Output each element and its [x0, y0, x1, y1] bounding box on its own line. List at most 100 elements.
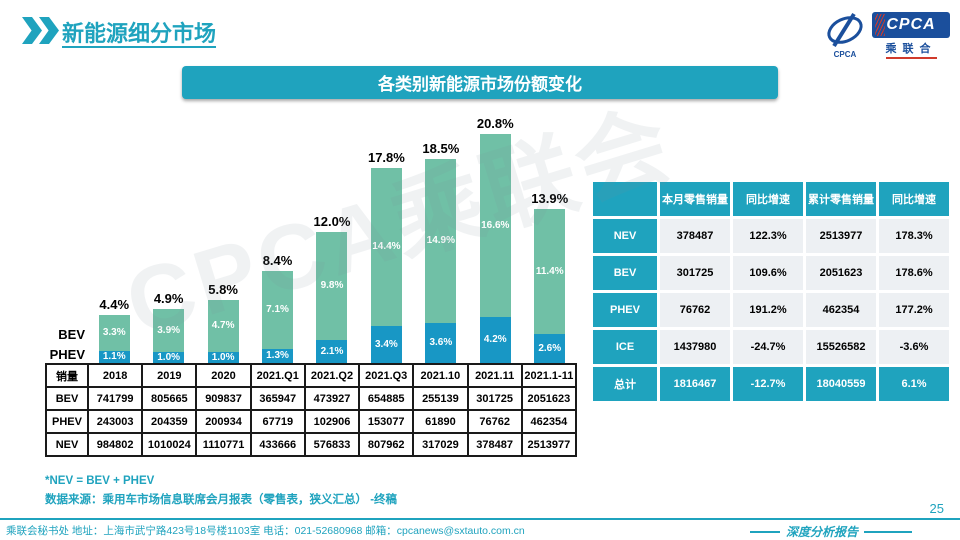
sales-header-cell: 销量 [45, 363, 89, 388]
bev-segment: 7.1% [262, 271, 294, 349]
bar-column-2021.Q2: 12.0% 9.8% 2.1% [305, 112, 359, 363]
bar-column-2021.11: 20.8% 16.6% 4.2% [468, 112, 522, 363]
phev-segment: 2.6% [534, 334, 566, 363]
page-number: 25 [929, 501, 944, 516]
summary-header-cell: 同比增速 [879, 182, 949, 216]
bar-total-label: 18.5% [422, 141, 460, 156]
footer-divider [0, 518, 960, 520]
bar-total-label: 17.8% [367, 150, 405, 165]
sales-value-cell: 2051623 [520, 386, 578, 411]
bar-total-label: 4.4% [99, 297, 130, 312]
sales-value-cell: 378487 [466, 432, 523, 457]
cpca-wordmark-box: CPCA [872, 11, 950, 38]
sales-value-cell: 909837 [195, 386, 252, 411]
summary-label-cell: ICE [593, 330, 657, 364]
summary-value-cell: 177.2% [879, 293, 949, 327]
phev-segment: 2.1% [316, 340, 348, 363]
chart-axis-legend: BEV PHEV [45, 112, 87, 363]
summary-value-cell: 378487 [660, 219, 730, 253]
sales-value-cell: 984802 [86, 432, 144, 457]
summary-table-row: PHEV 76762 191.2% 462354 177.2% [593, 293, 949, 327]
report-label-dash [749, 530, 780, 533]
sales-header-cell: 2021.10 [412, 363, 469, 388]
summary-value-cell: 2051623 [806, 256, 876, 290]
sales-value-cell: 1110771 [195, 432, 252, 457]
summary-table-body: 本月零售销量 同比增速 累计零售销量 同比增速 NEV 378487 122.3% 25139… [593, 182, 949, 401]
sales-value-cell: 1010024 [141, 432, 198, 457]
phev-segment: 1.0% [207, 352, 239, 363]
legend-bev-label: BEV [58, 327, 85, 342]
sales-row-label: BEV [45, 386, 89, 411]
summary-header-row: 本月零售销量 同比增速 累计零售销量 同比增速 [593, 182, 949, 216]
summary-value-cell: 109.6% [733, 256, 803, 290]
bar-column-2018: 4.4% 3.3% 1.1% [87, 112, 141, 363]
sales-header-cell: 2019 [141, 363, 198, 388]
sales-value-cell: 61890 [412, 409, 469, 434]
bar-total-label: 13.9% [531, 191, 569, 206]
bev-segment: 16.6% [479, 134, 511, 317]
bar-column-2020: 5.8% 4.7% 1.0% [196, 112, 250, 363]
footer-contact: 乘联会秘书处 地址：上海市武宁路423号18号楼1103室 电话：021-526… [6, 525, 525, 537]
sales-value-cell: 76762 [466, 409, 523, 434]
sales-table-body: 销量 2018 2019 2020 2021.Q1 2021.Q2 2021.Q3 2021.… [45, 363, 578, 457]
sales-value-cell: 102906 [303, 409, 361, 434]
sales-value-cell: 473927 [303, 386, 361, 411]
page-title: 新能源细分市场 [62, 21, 217, 46]
phev-segment: 3.6% [425, 323, 457, 363]
summary-value-cell: 76762 [660, 293, 730, 327]
report-label-dash [864, 530, 912, 533]
sales-value-cell: 741799 [86, 386, 144, 411]
chart-title-banner: 各类别新能源市场份额变化 [182, 66, 778, 99]
note-nev-definition: *NEV = BEV + PHEV [45, 475, 155, 487]
legend-phev-label: PHEV [49, 347, 85, 362]
cpca-logo: CPCA CPCA 乘联合 [822, 8, 954, 62]
bev-segment: 3.9% [153, 309, 185, 352]
svg-text:CPCA: CPCA [834, 50, 857, 59]
summary-table: 本月零售销量 同比增速 累计零售销量 同比增速 NEV 378487 122.3% 25139… [590, 179, 952, 404]
sales-header-cell: 2021.1-11 [520, 363, 578, 388]
summary-value-cell: 178.3% [879, 219, 949, 253]
summary-value-cell: 191.2% [733, 293, 803, 327]
summary-value-cell: 2513977 [806, 219, 876, 253]
sales-value-cell: 462354 [520, 409, 578, 434]
summary-label-cell: BEV [593, 256, 657, 290]
bar-total-label: 5.8% [208, 282, 238, 297]
sales-value-cell: 200934 [195, 409, 252, 434]
bev-segment: 4.7% [207, 300, 239, 352]
summary-value-cell: 178.6% [879, 256, 949, 290]
summary-total-row: 总计 1816467 -12.7% 18040559 6.1% [593, 367, 949, 401]
sales-table-row: BEV 741799 805665 909837 365947 473927 654885 2… [45, 386, 578, 411]
summary-label-cell: NEV [593, 219, 657, 253]
cpca-emblem-icon: CPCA [822, 10, 868, 60]
report-label: 深度分析报告 [749, 523, 912, 540]
bar-column-2021.1-11: 13.9% 11.4% 2.6% [523, 112, 577, 363]
summary-table-row: BEV 301725 109.6% 2051623 178.6% [593, 256, 949, 290]
chevron-right-icon [39, 17, 59, 44]
bar-column-2021.Q1: 8.4% 7.1% 1.3% [250, 112, 304, 363]
summary-header-cell: 同比增速 [733, 182, 803, 216]
summary-total-cell: 1816467 [660, 367, 730, 401]
bar-total-label: 8.4% [262, 253, 293, 268]
sales-header-cell: 2020 [195, 363, 252, 388]
cpca-subtext: 乘联合 [885, 40, 937, 59]
summary-label-cell: PHEV [593, 293, 657, 327]
sales-value-cell: 317029 [412, 432, 469, 457]
sales-value-cell: 67719 [249, 409, 306, 434]
sales-row-label: PHEV [45, 409, 89, 434]
sales-table-row: NEV 984802 1010024 1110771 433666 576833 80796… [45, 432, 578, 457]
note-data-source: 数据来源：乘用车市场信息联席会月报表（零售表，狭义汇总） -终稿 [45, 494, 398, 506]
summary-value-cell: -24.7% [733, 330, 803, 364]
bev-segment: 3.3% [98, 315, 130, 351]
sales-header-cell: 2021.Q1 [249, 363, 306, 388]
summary-value-cell: -3.6% [879, 330, 949, 364]
phev-segment: 3.4% [370, 326, 402, 363]
sales-value-cell: 365947 [249, 386, 306, 411]
sales-header-cell: 2021.Q3 [358, 363, 415, 388]
market-share-chart: BEV PHEV 4.4% 3.3% 1.1% 4.9% 3.9% 1.0% 5.8% 4.7… [45, 112, 578, 457]
sales-value-cell: 805665 [141, 386, 198, 411]
chart-bars: BEV PHEV 4.4% 3.3% 1.1% 4.9% 3.9% 1.0% 5.8% 4.7… [45, 112, 577, 363]
sales-data-table: 销量 2018 2019 2020 2021.Q1 2021.Q2 2021.Q3 2021.… [45, 363, 578, 457]
sales-value-cell: 301725 [466, 386, 523, 411]
summary-table-row: ICE 1437980 -24.7% 15526582 -3.6% [593, 330, 949, 364]
bev-segment: 14.9% [425, 159, 457, 323]
